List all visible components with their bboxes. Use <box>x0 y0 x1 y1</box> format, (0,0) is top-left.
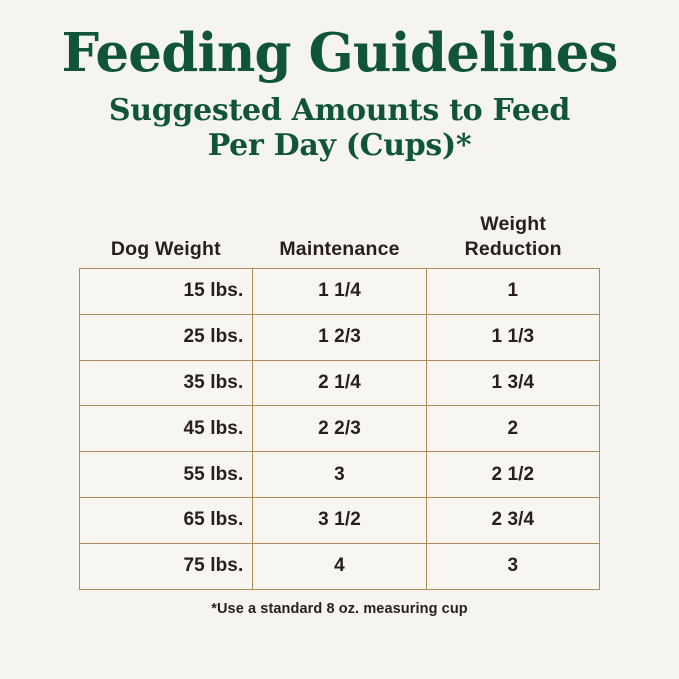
cell-maintenance: 2 1/4 <box>252 359 427 407</box>
column-header-dog-weight-line-1: Dog Weight <box>110 238 221 260</box>
cell-weight-reduction: 1 1/3 <box>425 313 601 361</box>
page-title: Feeding Guidelines <box>61 22 618 84</box>
feeding-table-area: Dog Weight Maintenance Weight Reduction … <box>78 196 601 590</box>
cell-dog-weight: 25 lbs. <box>78 313 254 361</box>
column-header-weight-reduction: Weight Reduction <box>426 212 600 268</box>
cell-dog-weight: 45 lbs. <box>78 405 254 453</box>
column-header-maintenance: Maintenance <box>253 237 427 268</box>
cell-maintenance: 2 2/3 <box>252 405 427 453</box>
cell-dog-weight: 35 lbs. <box>78 359 254 407</box>
table-row: 45 lbs. 2 2/3 2 <box>78 405 601 453</box>
cell-weight-reduction: 1 3/4 <box>425 359 601 407</box>
table-row: 75 lbs. 4 3 <box>78 542 601 590</box>
cell-weight-reduction: 2 3/4 <box>425 496 601 544</box>
cell-maintenance: 3 1/2 <box>252 496 427 544</box>
cell-maintenance: 1 1/4 <box>252 268 427 315</box>
table-row: 65 lbs. 3 1/2 2 3/4 <box>78 496 601 544</box>
table-row: 35 lbs. 2 1/4 1 3/4 <box>78 359 601 407</box>
page-subtitle-line-2: Per Day (Cups)* <box>207 128 472 163</box>
cell-dog-weight: 55 lbs. <box>78 451 254 498</box>
column-header-weight-reduction-line-2: Reduction <box>464 238 562 260</box>
table-row: 25 lbs. 1 2/3 1 1/3 <box>78 313 601 361</box>
column-header-maintenance-line-1: Maintenance <box>279 238 400 260</box>
cell-weight-reduction: 2 1/2 <box>425 451 601 498</box>
feeding-guidelines-table: 15 lbs. 1 1/4 1 25 lbs. 1 2/3 1 1/3 35 l… <box>78 268 601 590</box>
page-subtitle-line-1: Suggested Amounts to Feed <box>108 93 571 128</box>
cell-dog-weight: 65 lbs. <box>78 496 254 544</box>
table-row: 55 lbs. 3 2 1/2 <box>78 451 601 498</box>
footnote: *Use a standard 8 oz. measuring cup <box>211 601 468 617</box>
table-row: 15 lbs. 1 1/4 1 <box>78 268 601 315</box>
cell-maintenance: 1 2/3 <box>252 313 427 361</box>
cell-dog-weight: 75 lbs. <box>78 542 254 590</box>
column-header-weight-reduction-line-1: Weight <box>480 213 547 235</box>
column-header-dog-weight: Dog Weight <box>79 237 253 268</box>
cell-weight-reduction: 2 <box>425 405 601 453</box>
page-subtitle: Suggested Amounts to Feed Per Day (Cups)… <box>0 93 679 163</box>
cell-maintenance: 4 <box>252 542 427 590</box>
cell-maintenance: 3 <box>252 451 427 498</box>
cell-weight-reduction: 1 <box>425 268 601 315</box>
table-column-headers: Dog Weight Maintenance Weight Reduction <box>79 196 600 268</box>
cell-weight-reduction: 3 <box>425 542 601 590</box>
cell-dog-weight: 15 lbs. <box>78 268 254 315</box>
heading-block: Feeding Guidelines Suggested Amounts to … <box>0 22 679 163</box>
